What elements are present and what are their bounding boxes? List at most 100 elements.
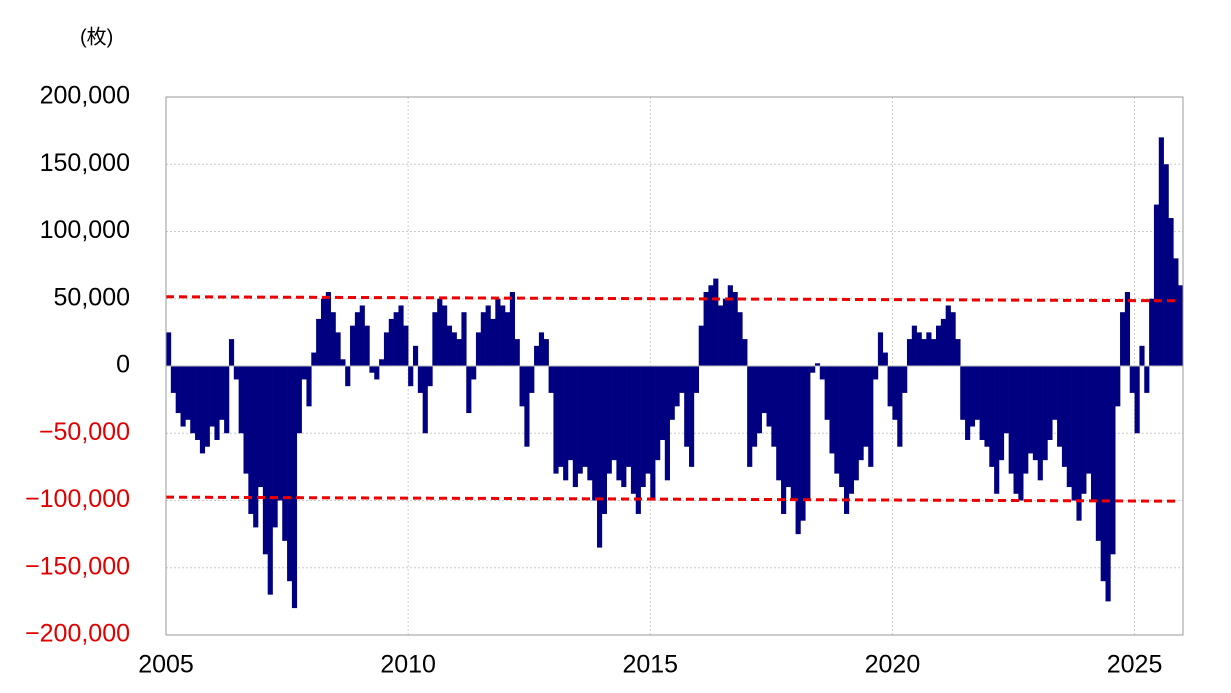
bar (1095, 366, 1101, 541)
bar (287, 366, 293, 582)
bar (1110, 366, 1116, 555)
bar (693, 366, 700, 393)
bar (945, 305, 951, 366)
bar (926, 332, 932, 366)
bar (722, 298, 729, 366)
bar (335, 332, 341, 366)
bar (1105, 366, 1111, 602)
bar (621, 366, 627, 488)
bar (195, 366, 201, 440)
bar (630, 366, 637, 494)
bar (461, 312, 467, 366)
bar (844, 366, 850, 514)
bar (209, 366, 215, 427)
bar (1086, 366, 1092, 474)
bar (1168, 218, 1174, 366)
bar (514, 339, 520, 366)
bar (277, 366, 283, 501)
bar (897, 366, 903, 447)
bar (616, 366, 622, 481)
bar (442, 305, 448, 366)
bar (814, 363, 821, 366)
bar (984, 366, 990, 447)
bar (606, 366, 612, 474)
bar (1052, 366, 1058, 420)
bar (805, 366, 811, 501)
bar (364, 325, 370, 366)
bar (1144, 366, 1150, 393)
bar (1134, 366, 1140, 434)
bar (233, 366, 239, 380)
bar (592, 366, 598, 501)
bar (1003, 366, 1009, 434)
unit-label: (枚) (80, 25, 113, 48)
bar (1028, 366, 1034, 454)
bar (969, 366, 976, 427)
bar (834, 366, 840, 474)
bar (819, 366, 825, 380)
bar (558, 366, 564, 467)
bar (868, 366, 874, 467)
bar (403, 325, 409, 366)
bar (243, 366, 249, 474)
bar (635, 366, 641, 514)
bar (451, 332, 457, 366)
bar (858, 366, 864, 461)
bar (824, 366, 830, 420)
bar (383, 332, 390, 366)
bar (1178, 285, 1184, 366)
bar (1129, 366, 1135, 393)
bar (626, 366, 632, 467)
bar (684, 366, 690, 447)
bar (698, 325, 704, 366)
bar (369, 366, 375, 373)
bar (655, 366, 661, 461)
bar (204, 366, 210, 447)
bar (577, 366, 583, 474)
y-tick-label: 50,000 (54, 283, 130, 311)
bar (519, 366, 525, 407)
y-tick-label: 200,000 (40, 82, 130, 110)
bar (180, 366, 186, 427)
bar (529, 366, 535, 393)
bar (708, 285, 714, 366)
bar (166, 332, 172, 366)
bar (485, 305, 491, 366)
bar (718, 305, 724, 366)
bar (175, 366, 181, 414)
bar (727, 285, 733, 366)
bar (262, 366, 268, 555)
bar (345, 366, 351, 387)
bar (350, 325, 356, 366)
bar (747, 366, 753, 467)
bar (1115, 366, 1121, 407)
bar (1100, 366, 1106, 582)
x-tick-label: 2020 (865, 651, 921, 679)
bar (238, 366, 244, 434)
bar (597, 366, 603, 548)
bar (1163, 164, 1169, 366)
bar (979, 366, 985, 440)
bar (301, 366, 307, 380)
bar (892, 366, 898, 420)
bar (940, 318, 946, 366)
bar (224, 366, 230, 434)
bar (732, 292, 738, 366)
bar (873, 366, 879, 380)
bar (398, 305, 404, 366)
bar (538, 332, 545, 366)
bar (170, 366, 176, 393)
bar (490, 318, 496, 366)
bar (509, 292, 515, 366)
y-tick-label: −200,000 (25, 620, 130, 648)
bar (1057, 366, 1063, 447)
bar (427, 366, 433, 387)
y-tick-label: −150,000 (25, 552, 130, 580)
bar (548, 366, 554, 393)
bar (228, 339, 235, 366)
bar (199, 366, 206, 454)
y-tick-label: 100,000 (40, 216, 130, 244)
bar (475, 332, 482, 366)
bar (887, 366, 893, 407)
bar (466, 366, 472, 414)
